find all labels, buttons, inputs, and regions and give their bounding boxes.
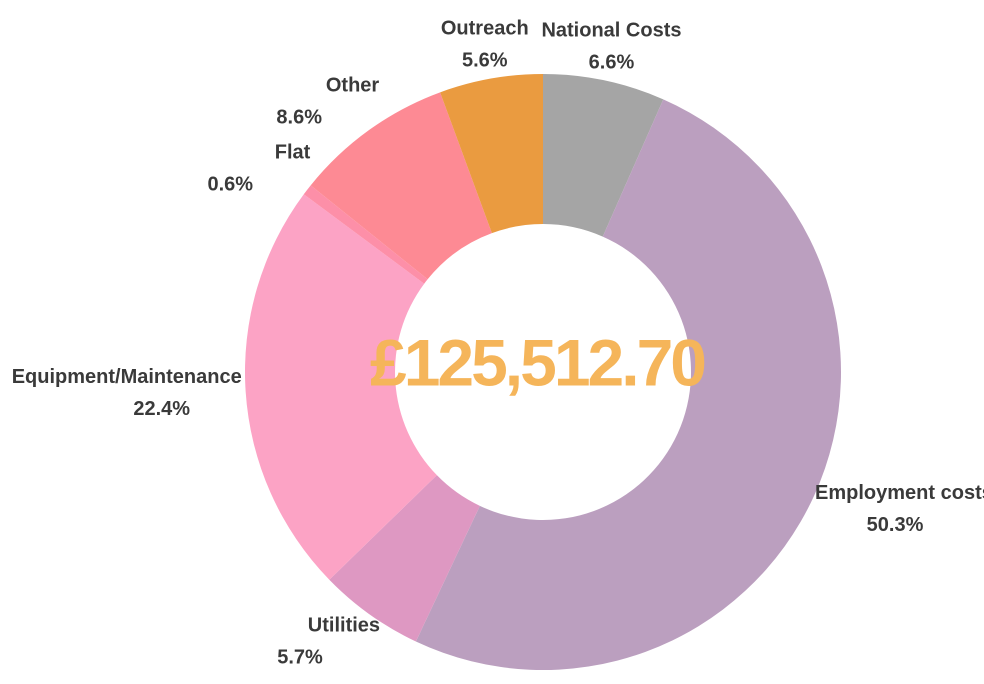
segment-value: 6.6% <box>589 51 635 73</box>
segment-value: 50.3% <box>867 514 924 536</box>
segment-value: 8.6% <box>276 107 322 129</box>
segment-value: 22.4% <box>133 398 190 420</box>
donut-segment <box>415 99 841 670</box>
segment-label: Utilities <box>308 614 380 636</box>
donut-segment <box>310 92 492 280</box>
center-label: £125,512.70 <box>370 325 704 399</box>
donut-segment <box>329 475 480 642</box>
donut-segment <box>303 185 428 284</box>
segment-label: Employment costs <box>815 482 984 504</box>
segment-label: Equipment/Maintenance <box>12 366 242 388</box>
donut-segment <box>245 194 437 580</box>
segment-value: 0.6% <box>208 173 254 195</box>
donut-segment <box>440 74 543 234</box>
segment-label: Other <box>326 75 380 97</box>
segment-value: 5.6% <box>462 49 508 71</box>
segment-label: Flat <box>275 141 311 163</box>
segment-label: Outreach <box>441 17 529 39</box>
segment-label: National Costs <box>541 19 681 41</box>
donut-segment <box>543 74 664 237</box>
segment-value: 5.7% <box>277 646 323 668</box>
